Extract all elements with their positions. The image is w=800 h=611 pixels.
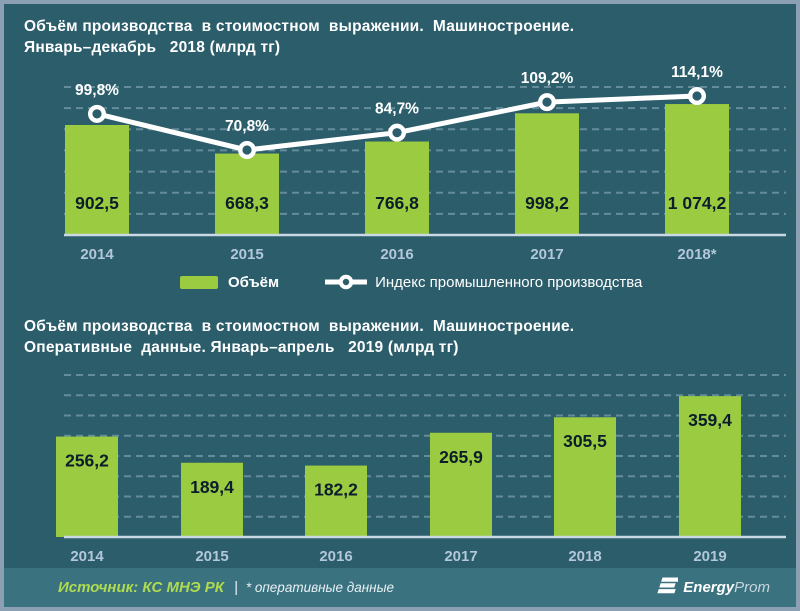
line-marker [87,104,106,123]
legend-line-label: Индекс промышленного производства [375,273,643,291]
percent-label: 109,2% [521,70,574,87]
bar-value-label: 359,4 [688,410,732,430]
year-label: 2014 [80,246,114,262]
line-marker [538,93,557,112]
logo-text: EnergyProm [683,579,770,596]
production-2018-bar-line-chart: 902,5 668,3 766,8 998,2 1 074,2 2014 2015 2016 2… [64,64,786,262]
bar [215,153,279,235]
bar-value-label: 902,5 [75,193,119,213]
line-marker [237,141,256,160]
year-label: 2017 [530,246,563,262]
bar-value-label: 998,2 [525,193,569,213]
source-separator: | [233,579,238,596]
source-text: Источник: КС МНЭ РК [58,579,224,596]
bar [554,417,616,537]
legend-bar-label: Объём [228,273,280,291]
bar [181,462,243,537]
year-label: 2018 [568,548,601,565]
line-marker [688,87,707,106]
chart1-title: Объём производства в стоимостном выражен… [24,16,796,58]
year-label: 2019 [693,548,726,565]
bar-value-label: 766,8 [375,193,419,213]
percent-label: 99,8% [75,82,119,99]
chart2-title: Объём производства в стоимостном выражен… [24,316,796,358]
operational-data-note: * оперативные данные [245,580,395,595]
source-line: Источник: КС МНЭ РК | * оперативные данн… [58,579,394,596]
legend-line-marker-icon [323,274,369,290]
bar [515,113,579,235]
year-label: 2016 [319,548,352,565]
energyprom-logo: EnergyProm [652,576,770,600]
year-label: 2014 [70,548,104,565]
bar-value-label: 305,5 [563,431,607,451]
bar-value-label: 1 074,2 [668,193,727,213]
percent-label: 114,1% [671,64,723,81]
chart2-title-line2: Оперативные данные. Январь–апрель 2019 (… [24,339,459,356]
bar [430,432,492,537]
year-label: 2016 [380,246,413,262]
year-label: 2015 [195,548,228,565]
percent-label: 70,8% [225,118,269,135]
footer-bar: Источник: КС МНЭ РК | * оперативные данн… [4,568,796,607]
bar-value-label: 182,2 [314,480,358,500]
bar [65,124,129,235]
legend-bar-swatch [180,275,218,289]
bar [365,141,429,235]
bar-value-label: 668,3 [225,193,269,213]
logo-text-prom: Prom [734,579,770,596]
year-label: 2017 [444,548,477,565]
bar [679,396,741,537]
bar-value-label: 265,9 [439,447,483,467]
production-2019-operational-bar-chart: 256,2 189,4 182,2 265,9 305,5 359,4 2014 2015 20… [56,374,786,565]
percent-label: 84,7% [375,101,419,118]
year-label: 2018* [677,246,716,262]
bar [56,436,118,537]
chart1-legend: Объём Индекс промышленного производства [180,262,796,302]
bar-value-label: 256,2 [65,451,109,471]
chart1-title-line2: Январь–декабрь 2018 (млрд тг) [24,39,281,56]
energyprom-logo-icon [652,576,680,600]
chart2-title-line1: Объём производства в стоимостном выражен… [24,318,575,335]
year-label: 2015 [230,246,263,262]
logo-text-energy: Energy [683,579,735,596]
bar [305,465,367,537]
line-marker [388,123,407,142]
chart1-title-line1: Объём производства в стоимостном выражен… [24,18,575,35]
bar [665,104,729,235]
bar-value-label: 189,4 [190,477,234,497]
